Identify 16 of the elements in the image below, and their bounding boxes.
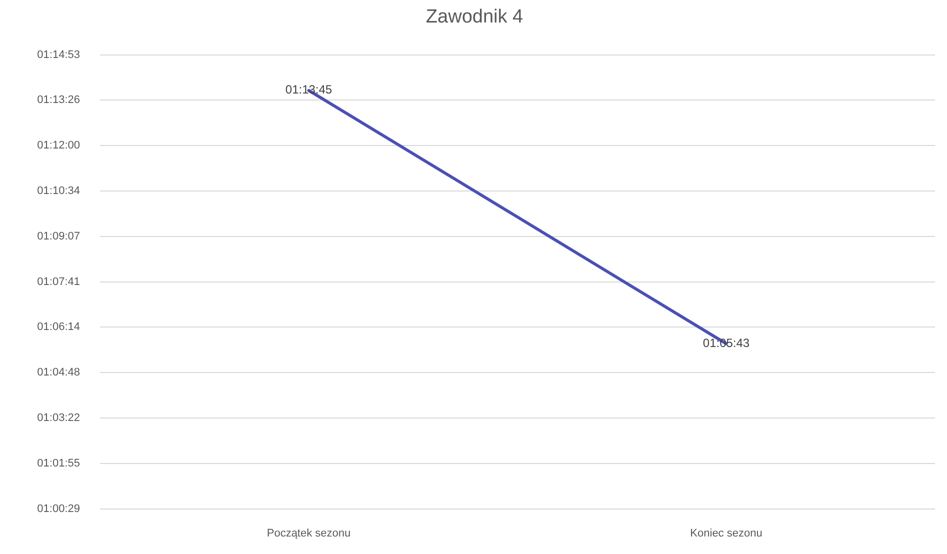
y-tick-label: 01:04:48 [37, 366, 80, 379]
chart-title: Zawodnik 4 [426, 6, 524, 28]
y-tick-label: 01:10:34 [37, 185, 80, 198]
x-tick-label: Koniec sezonu [690, 527, 762, 540]
y-tick-label: 01:00:29 [37, 502, 80, 515]
data-label: 01:13:45 [285, 82, 332, 97]
y-tick-label: 01:12:00 [37, 140, 80, 152]
y-tick-label: 01:09:07 [37, 230, 80, 242]
x-tick-label: Początek sezonu [266, 527, 351, 540]
y-tick-label: 01:06:14 [37, 321, 80, 334]
y-tick-label: 01:13:26 [37, 94, 80, 106]
y-tick-label: 01:07:41 [37, 276, 80, 288]
data-label: 01:05:43 [702, 336, 750, 350]
y-tick-label: 01:03:22 [37, 412, 80, 424]
y-tick-label: 01:14:53 [37, 48, 80, 61]
y-tick-label: 01:01:55 [37, 457, 80, 470]
